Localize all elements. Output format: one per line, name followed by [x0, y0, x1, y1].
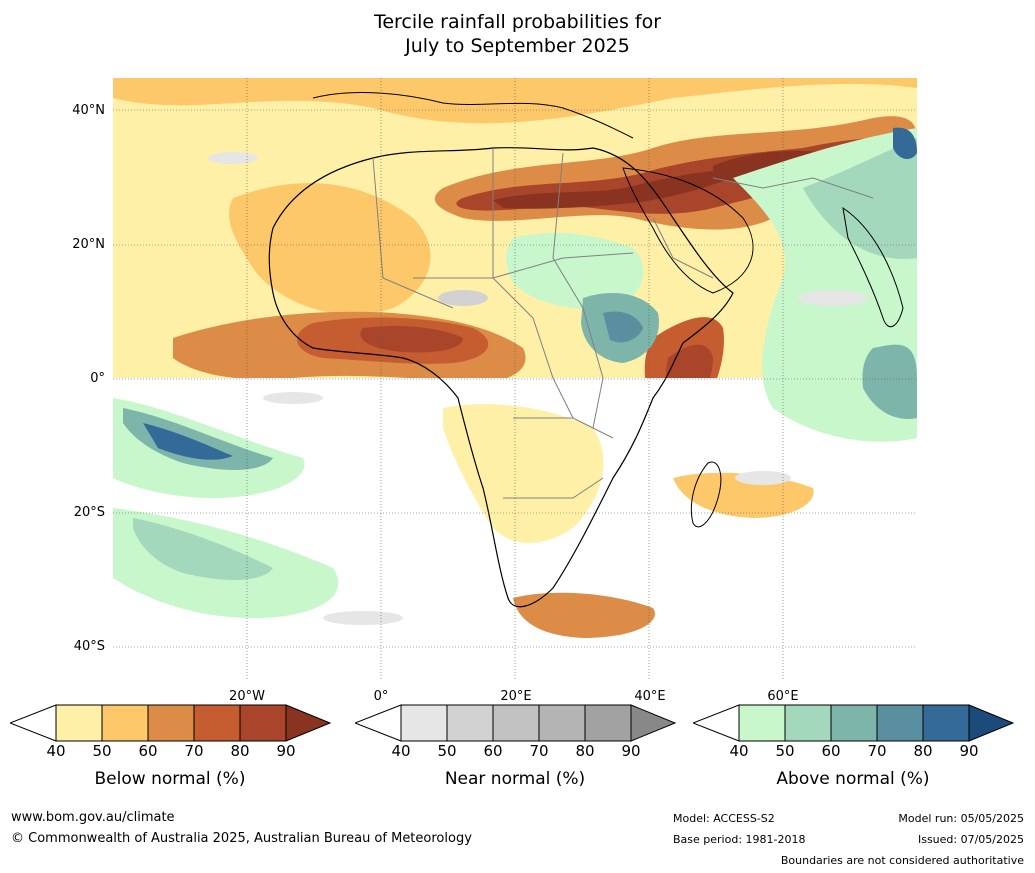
near-normal-tick-60: 60: [483, 742, 503, 760]
below-normal-bin-2: [147, 704, 195, 742]
above-normal-bin-0: [738, 704, 786, 742]
lat-label-0: 0°: [90, 371, 105, 386]
lon-label-60e: 60°E: [767, 689, 799, 704]
lat-label-20s: 20°S: [73, 505, 105, 520]
near-normal-extend: [630, 704, 677, 742]
near-normal-colorbar: [355, 704, 677, 742]
near-normal-bin-1: [446, 704, 494, 742]
title-line-2: July to September 2025: [405, 35, 630, 57]
lon-label-20w: 20°W: [229, 689, 265, 704]
near-normal-tick-50: 50: [437, 742, 457, 760]
model-run: Model run: 05/05/2025: [898, 812, 1024, 825]
near-normal-tick-80: 80: [575, 742, 595, 760]
base-period: Base period: 1981-2018: [673, 833, 806, 846]
near-normal-bin-0: [400, 704, 448, 742]
lon-label-40e: 40°E: [634, 689, 666, 704]
near-normal-bin-4: [584, 704, 632, 742]
lat-label-20n: 20°N: [72, 237, 105, 252]
below-normal-bin-0: [55, 704, 103, 742]
near-normal-bin-3: [538, 704, 586, 742]
above-normal-tick-50: 50: [775, 742, 795, 760]
below-normal-tick-40: 40: [46, 742, 66, 760]
below-normal-tick-70: 70: [184, 742, 204, 760]
below-normal-bin-1: [101, 704, 149, 742]
website-link[interactable]: www.bom.gov.au/climate: [11, 810, 175, 825]
near-normal-bin-2: [492, 704, 540, 742]
above-normal-title: Above normal (%): [776, 769, 930, 789]
below-normal-bin-4: [239, 704, 287, 742]
lon-label-0: 0°: [373, 689, 389, 704]
title-line-1: Tercile rainfall probabilities for: [373, 11, 662, 33]
copyright: © Commonwealth of Australia 2025, Austra…: [11, 831, 472, 846]
below-normal-colorbar: [10, 704, 332, 742]
issued-date: Issued: 07/05/2025: [917, 833, 1024, 846]
above-normal-tick-60: 60: [821, 742, 841, 760]
above-normal-tick-40: 40: [729, 742, 749, 760]
above-normal-bin-1: [784, 704, 832, 742]
above-normal-bin-2: [830, 704, 878, 742]
map-svg: [113, 78, 917, 681]
lat-label-40n: 40°N: [72, 103, 105, 118]
lon-label-20e: 20°E: [500, 689, 532, 704]
above-normal-tick-90: 90: [959, 742, 979, 760]
near-normal-title: Near normal (%): [444, 769, 586, 789]
above-normal-bin-4: [922, 704, 970, 742]
near-normal-tick-40: 40: [391, 742, 411, 760]
below-normal-bin-3: [193, 704, 241, 742]
near-normal-tick-90: 90: [621, 742, 641, 760]
below-normal-title: Below normal (%): [94, 769, 246, 789]
below-normal-tick-60: 60: [138, 742, 158, 760]
above-normal-tick-70: 70: [867, 742, 887, 760]
below-normal-tick-50: 50: [92, 742, 112, 760]
near-normal-tick-70: 70: [529, 742, 549, 760]
rainfall-probability-map: [113, 78, 917, 681]
above-normal-bin-3: [876, 704, 924, 742]
below-normal-tick-80: 80: [230, 742, 250, 760]
above-normal-colorbar: [693, 704, 1015, 742]
model-name: Model: ACCESS-S2: [673, 812, 775, 825]
boundaries-disclaimer: Boundaries are not considered authoritat…: [780, 854, 1024, 867]
above-normal-tick-80: 80: [913, 742, 933, 760]
lat-label-40s: 40°S: [73, 639, 105, 654]
above-normal-extend: [968, 704, 1015, 742]
below-normal-extend: [285, 704, 332, 742]
below-normal-tick-90: 90: [276, 742, 296, 760]
map-title: Tercile rainfall probabilities for July …: [0, 10, 1035, 58]
